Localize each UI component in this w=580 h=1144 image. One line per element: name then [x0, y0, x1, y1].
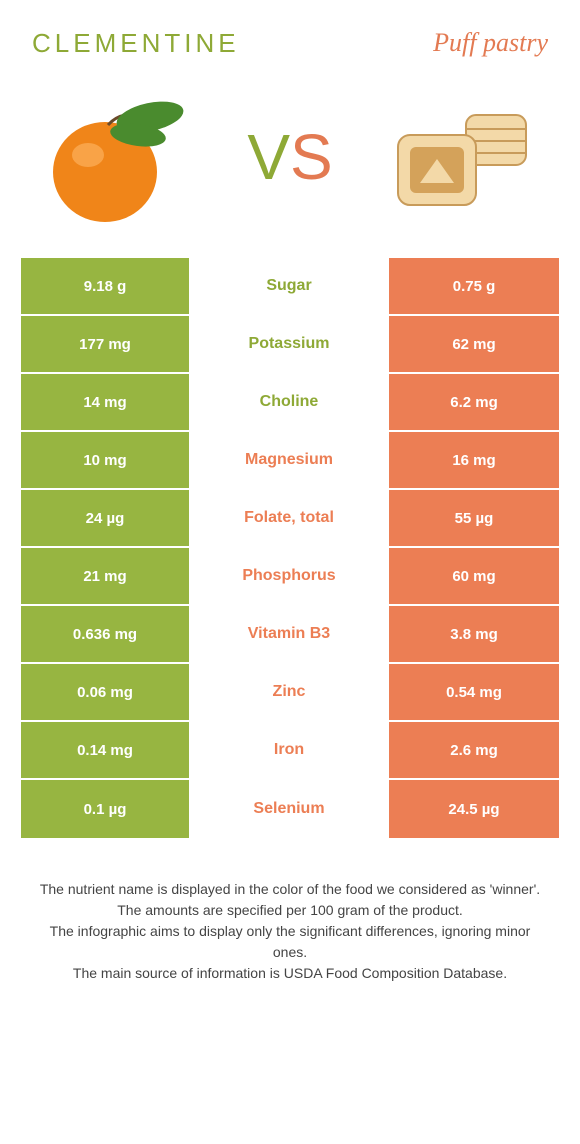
table-row: 24 µgFolate, total55 µg: [21, 490, 559, 548]
left-value: 0.1 µg: [21, 780, 191, 838]
left-value: 10 mg: [21, 432, 191, 488]
titles-row: CLEMENTINE Puff pastry: [20, 28, 560, 59]
footer-line: The nutrient name is displayed in the co…: [36, 879, 544, 900]
nutrient-label: Choline: [191, 374, 389, 430]
right-value: 16 mg: [389, 432, 559, 488]
table-row: 10 mgMagnesium16 mg: [21, 432, 559, 490]
left-value: 14 mg: [21, 374, 191, 430]
left-food-title: CLEMENTINE: [32, 28, 240, 59]
footer-notes: The nutrient name is displayed in the co…: [20, 879, 560, 984]
nutrient-label: Vitamin B3: [191, 606, 389, 662]
table-row: 0.1 µgSelenium24.5 µg: [21, 780, 559, 838]
right-value: 24.5 µg: [389, 780, 559, 838]
nutrient-table: 9.18 gSugar0.75 g177 mgPotassium62 mg14 …: [20, 257, 560, 839]
nutrient-label: Zinc: [191, 664, 389, 720]
left-value: 0.06 mg: [21, 664, 191, 720]
right-value: 55 µg: [389, 490, 559, 546]
table-row: 0.06 mgZinc0.54 mg: [21, 664, 559, 722]
table-row: 177 mgPotassium62 mg: [21, 316, 559, 374]
table-row: 9.18 gSugar0.75 g: [21, 258, 559, 316]
right-value: 2.6 mg: [389, 722, 559, 778]
left-value: 24 µg: [21, 490, 191, 546]
left-value: 177 mg: [21, 316, 191, 372]
left-value: 0.14 mg: [21, 722, 191, 778]
vs-s: S: [290, 120, 333, 194]
right-value: 0.54 mg: [389, 664, 559, 720]
table-row: 0.14 mgIron2.6 mg: [21, 722, 559, 780]
right-value: 0.75 g: [389, 258, 559, 314]
footer-line: The main source of information is USDA F…: [36, 963, 544, 984]
right-value: 6.2 mg: [389, 374, 559, 430]
puff-pastry-image: [380, 87, 540, 227]
nutrient-label: Magnesium: [191, 432, 389, 488]
left-value: 9.18 g: [21, 258, 191, 314]
left-value: 21 mg: [21, 548, 191, 604]
nutrient-label: Potassium: [191, 316, 389, 372]
nutrient-label: Phosphorus: [191, 548, 389, 604]
nutrient-label: Selenium: [191, 780, 389, 838]
right-value: 3.8 mg: [389, 606, 559, 662]
table-row: 14 mgCholine6.2 mg: [21, 374, 559, 432]
vs-label: V S: [247, 120, 332, 194]
footer-line: The infographic aims to display only the…: [36, 921, 544, 963]
hero-row: V S: [20, 87, 560, 257]
vs-v: V: [247, 120, 290, 194]
table-row: 0.636 mgVitamin B33.8 mg: [21, 606, 559, 664]
nutrient-label: Folate, total: [191, 490, 389, 546]
left-value: 0.636 mg: [21, 606, 191, 662]
nutrient-label: Sugar: [191, 258, 389, 314]
right-food-title: Puff pastry: [433, 28, 548, 59]
table-row: 21 mgPhosphorus60 mg: [21, 548, 559, 606]
clementine-image: [40, 87, 200, 227]
right-value: 60 mg: [389, 548, 559, 604]
footer-line: The amounts are specified per 100 gram o…: [36, 900, 544, 921]
nutrient-label: Iron: [191, 722, 389, 778]
right-value: 62 mg: [389, 316, 559, 372]
